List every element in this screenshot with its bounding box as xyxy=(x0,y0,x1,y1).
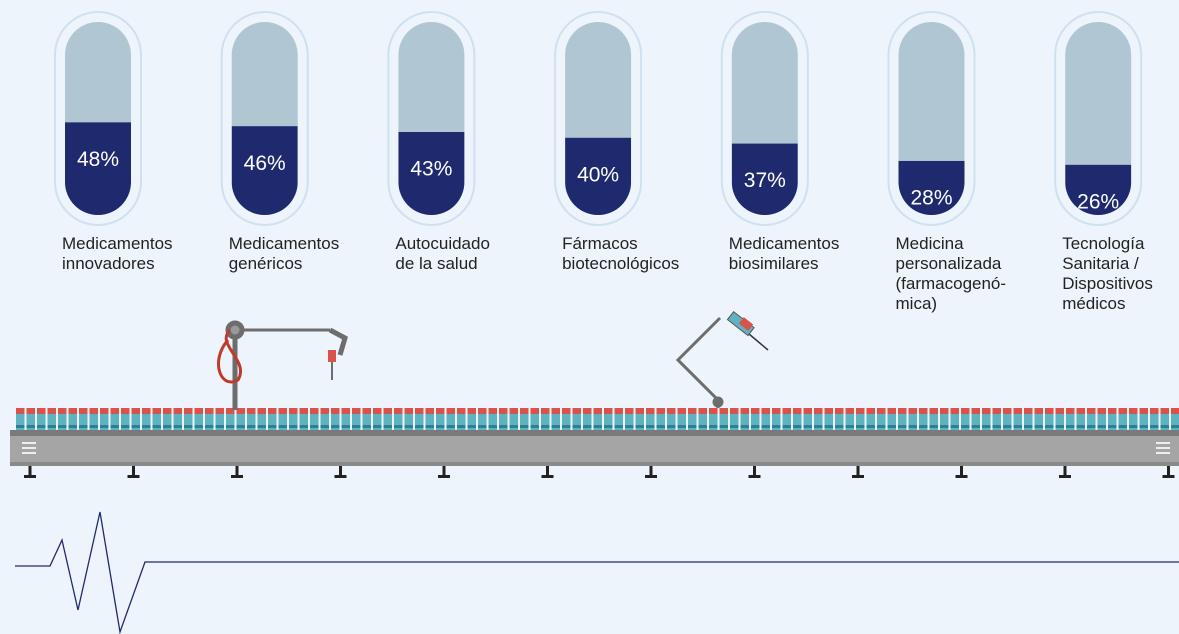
conveyor-leg xyxy=(1063,466,1067,476)
syringe-arm xyxy=(675,310,769,408)
conveyor-leg xyxy=(753,466,756,476)
capsule-fill xyxy=(65,122,131,215)
conveyor-leg xyxy=(235,466,239,476)
conveyor-foot xyxy=(231,475,243,478)
conveyor-leg xyxy=(1167,466,1170,476)
conveyor-foot xyxy=(127,475,140,478)
capsule-fill xyxy=(398,132,465,215)
conveyor-foot xyxy=(438,475,450,478)
conveyor-foot xyxy=(24,475,36,478)
category-label: Autocuidado de la salud xyxy=(395,234,490,273)
value-label: 26% xyxy=(1077,190,1119,213)
conveyor-leg xyxy=(649,466,653,476)
robot-arm xyxy=(217,320,348,410)
category-label: Medicamentos biosimilares xyxy=(728,234,840,273)
conveyor-leg xyxy=(856,466,860,476)
capsule-fill xyxy=(898,160,965,215)
capsule-fill xyxy=(231,126,298,215)
value-label: 40% xyxy=(577,163,619,186)
conveyor-foot xyxy=(852,475,864,478)
conveyor xyxy=(10,408,1179,478)
conveyor-foot xyxy=(748,475,761,478)
value-label: 43% xyxy=(410,158,452,181)
value-label: 48% xyxy=(77,148,119,171)
conveyor-leg xyxy=(442,466,446,476)
category-label: Medicamentos innovadores xyxy=(62,234,173,273)
value-label: 46% xyxy=(244,152,286,175)
capsule-fill xyxy=(731,143,798,215)
conveyor-leg xyxy=(546,466,549,476)
conveyor-leg xyxy=(132,466,135,476)
conveyor-foot xyxy=(334,475,347,478)
conveyor-foot xyxy=(955,475,968,478)
category-label: Medicamentos genéricos xyxy=(228,234,340,273)
conveyor-leg xyxy=(960,466,963,476)
conveyor-leg xyxy=(339,466,342,476)
category-label: Tecnología Sanitaria / Dispositivos médi… xyxy=(1062,234,1153,313)
conveyor-foot xyxy=(645,475,657,478)
conveyor-foot xyxy=(541,475,554,478)
category-label: Fármacos biotecnológicos xyxy=(562,234,680,273)
value-label: 28% xyxy=(910,187,952,210)
conveyor-foot xyxy=(1059,475,1071,478)
category-label: Medicina personalizada (farmacogenó- mic… xyxy=(895,234,1007,313)
heartbeat-line xyxy=(15,511,1179,634)
conveyor-leg xyxy=(28,466,32,476)
conveyor-foot xyxy=(1162,475,1175,478)
capsule-fill xyxy=(565,137,632,215)
value-label: 37% xyxy=(744,169,786,192)
